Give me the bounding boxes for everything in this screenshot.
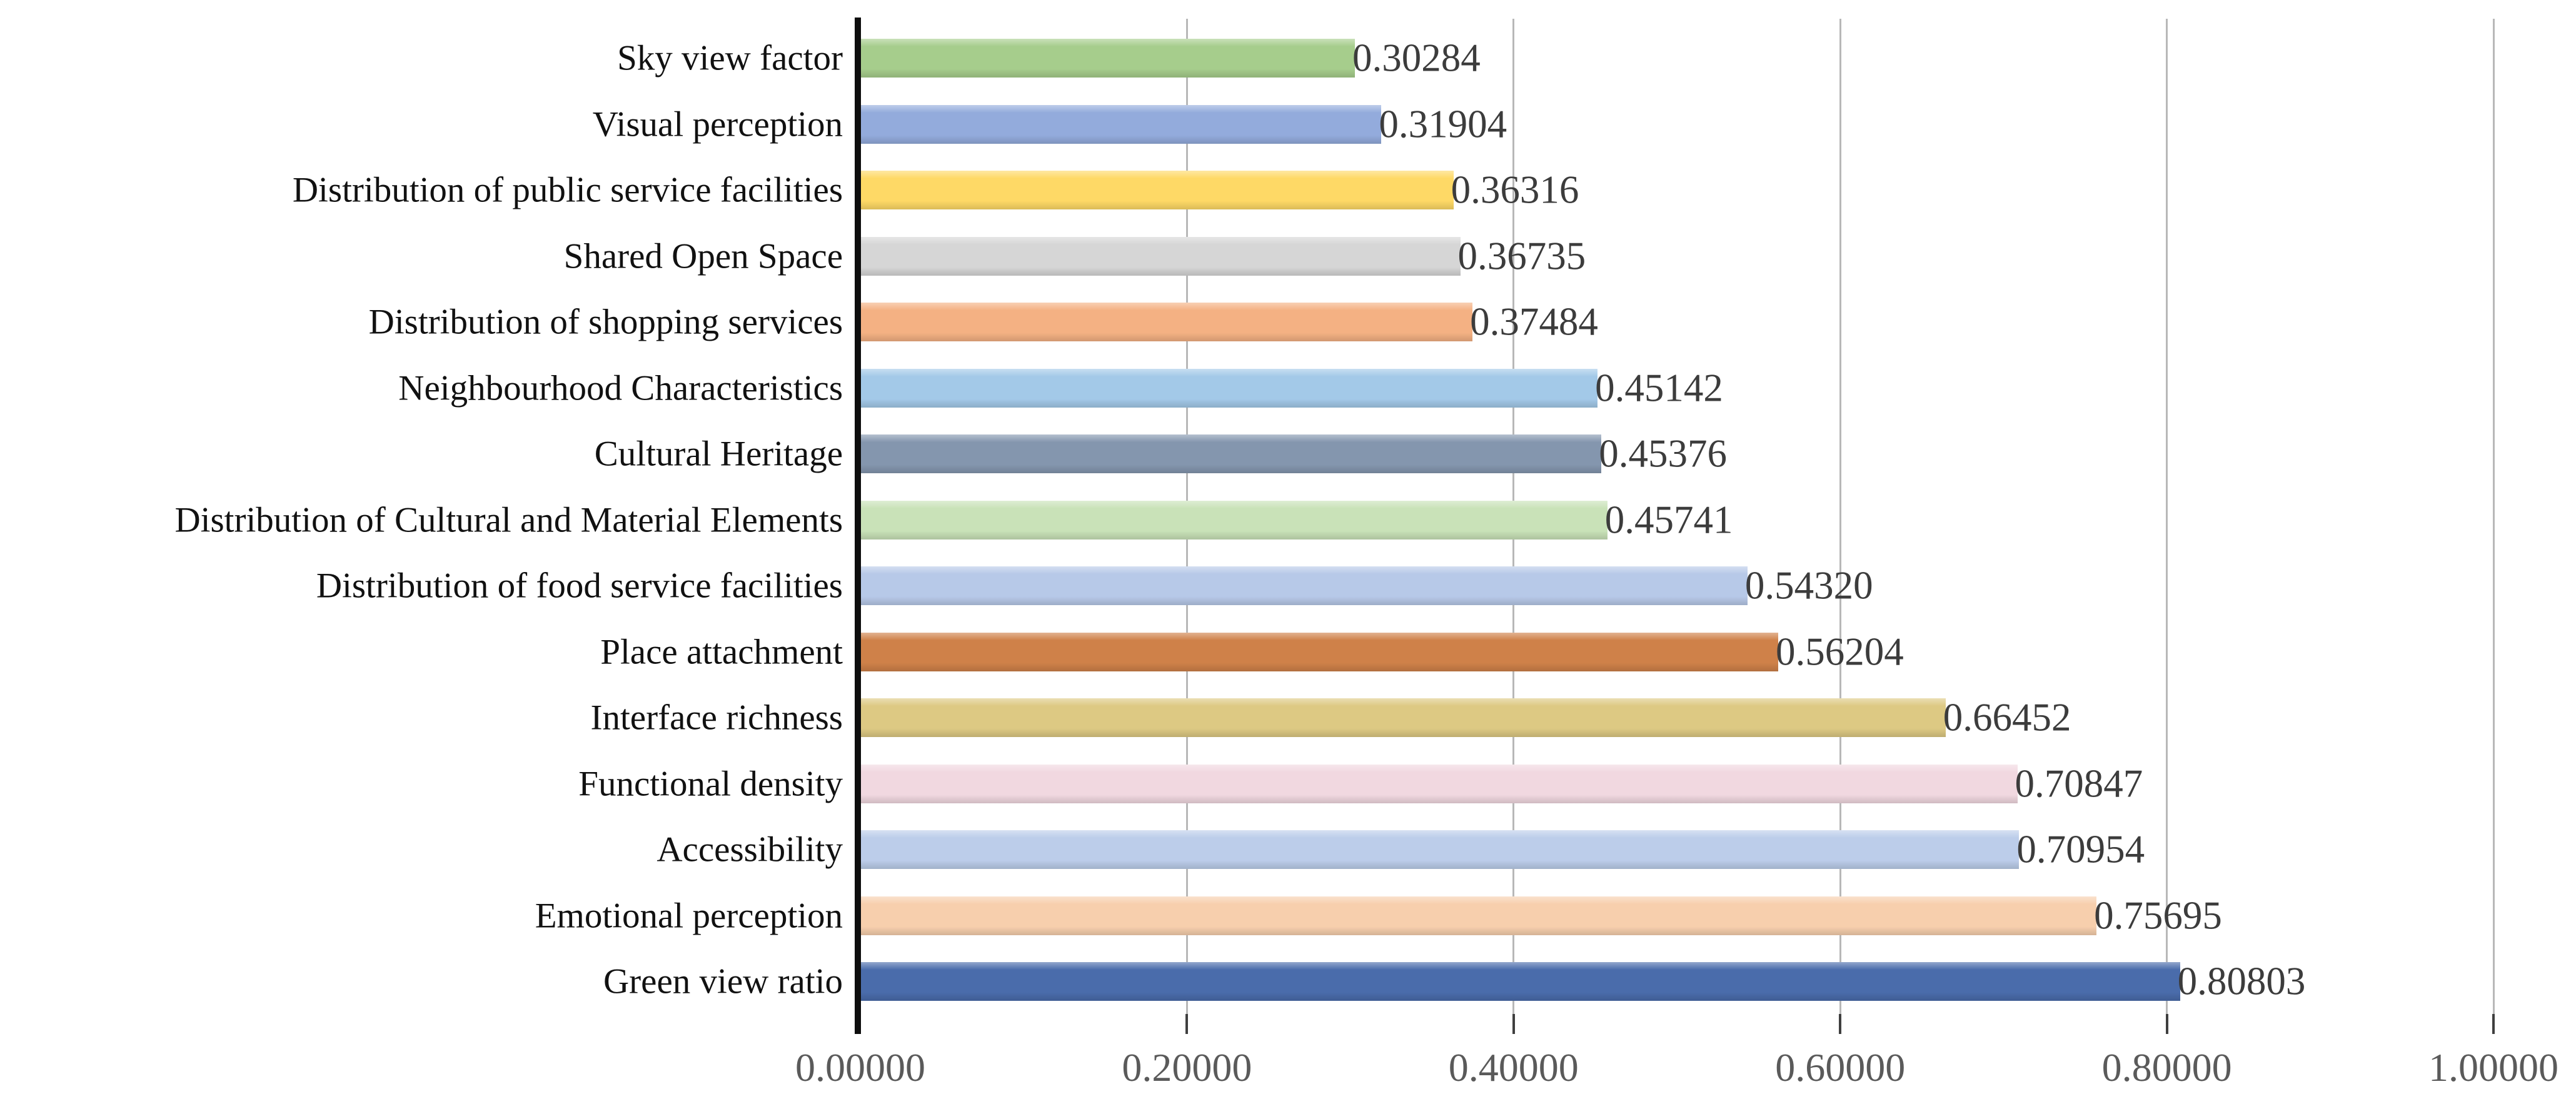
category-label-functional-density: Functional density (578, 764, 843, 803)
category-label-place-attachment: Place attachment (600, 632, 843, 671)
category-label-distribution-of-food-service-facilities: Distribution of food service facilities (316, 566, 843, 606)
gridline-1.00000 (2492, 19, 2495, 1014)
category-label-shared-open-space: Shared Open Space (563, 236, 843, 276)
value-label-neighbourhood-characteristics: 0.45142 (1595, 366, 1723, 409)
value-label-distribution-of-food-service-facilities: 0.54320 (1744, 563, 1873, 608)
bar-distribution-of-shopping-services (860, 303, 1473, 341)
category-label-visual-perception: Visual perception (592, 104, 843, 144)
category-label-distribution-of-cultural-and-material-elements: Distribution of Cultural and Material El… (174, 500, 843, 539)
value-label-visual-perception: 0.31904 (1379, 102, 1507, 146)
value-label-distribution-of-cultural-and-material-elements: 0.45741 (1604, 498, 1733, 541)
x-axis-tick-0.60000 (1839, 1014, 1842, 1034)
y-axis-line (855, 18, 861, 1034)
value-label-green-view-ratio: 0.80803 (2177, 959, 2306, 1003)
x-axis-tick-label-0.60000: 0.60000 (1775, 1045, 1906, 1090)
value-label-interface-richness: 0.66452 (1943, 695, 2071, 740)
value-label-functional-density: 0.70847 (2015, 761, 2143, 805)
bar-visual-perception (860, 104, 1382, 144)
value-label-accessibility: 0.70954 (2016, 827, 2145, 871)
bar-shared-open-space (860, 236, 1461, 276)
category-label-green-view-ratio: Green view ratio (603, 961, 843, 1001)
category-label-interface-richness: Interface richness (590, 698, 843, 738)
category-label-sky-view-factor: Sky view factor (617, 38, 843, 78)
value-label-cultural-heritage: 0.45376 (1599, 431, 1727, 476)
bar-distribution-of-food-service-facilities (860, 566, 1748, 605)
value-label-shared-open-space: 0.36735 (1457, 234, 1586, 278)
bar-green-view-ratio (860, 962, 2180, 1001)
x-axis-tick-label-1.00000: 1.00000 (2428, 1045, 2558, 1090)
category-label-distribution-of-shopping-services: Distribution of shopping services (368, 302, 843, 342)
value-label-distribution-of-shopping-services: 0.37484 (1470, 299, 1598, 344)
bar-neighbourhood-characteristics (860, 368, 1598, 408)
category-label-emotional-perception: Emotional perception (535, 896, 843, 935)
bar-functional-density (860, 764, 2018, 803)
x-axis-tick-label-0.80000: 0.80000 (2101, 1045, 2232, 1090)
x-axis-tick-1.00000 (2492, 1014, 2495, 1034)
category-label-distribution-of-public-service-facilities: Distribution of public service facilitie… (292, 170, 843, 210)
bar-emotional-perception (860, 896, 2097, 935)
x-axis-tick-label-0.40000: 0.40000 (1448, 1045, 1579, 1090)
gridline-0.80000 (2166, 19, 2168, 1014)
bar-place-attachment (860, 632, 1779, 671)
x-axis-tick-0.80000 (2165, 1014, 2168, 1034)
bar-cultural-heritage (860, 434, 1602, 473)
gridline-0.60000 (1839, 19, 1841, 1014)
x-axis-tick-0.40000 (1512, 1014, 1515, 1034)
category-label-cultural-heritage: Cultural Heritage (594, 434, 843, 474)
bar-accessibility (860, 830, 2020, 869)
x-axis-tick-label-0.00000: 0.00000 (795, 1045, 925, 1090)
x-axis-tick-label-0.20000: 0.20000 (1122, 1045, 1252, 1090)
value-label-distribution-of-public-service-facilities: 0.36316 (1451, 168, 1579, 212)
bar-distribution-of-cultural-and-material-elements (860, 500, 1607, 539)
bar-interface-richness (860, 698, 1946, 737)
category-label-neighbourhood-characteristics: Neighbourhood Characteristics (398, 368, 843, 408)
bar-distribution-of-public-service-facilities (860, 171, 1454, 209)
x-axis-tick-0.20000 (1185, 1014, 1189, 1034)
value-label-place-attachment: 0.56204 (1776, 630, 1904, 673)
bar-sky-view-factor (860, 39, 1356, 78)
value-label-emotional-perception: 0.75695 (2094, 893, 2222, 937)
category-label-accessibility: Accessibility (657, 830, 843, 870)
value-label-sky-view-factor: 0.30284 (1352, 36, 1481, 80)
